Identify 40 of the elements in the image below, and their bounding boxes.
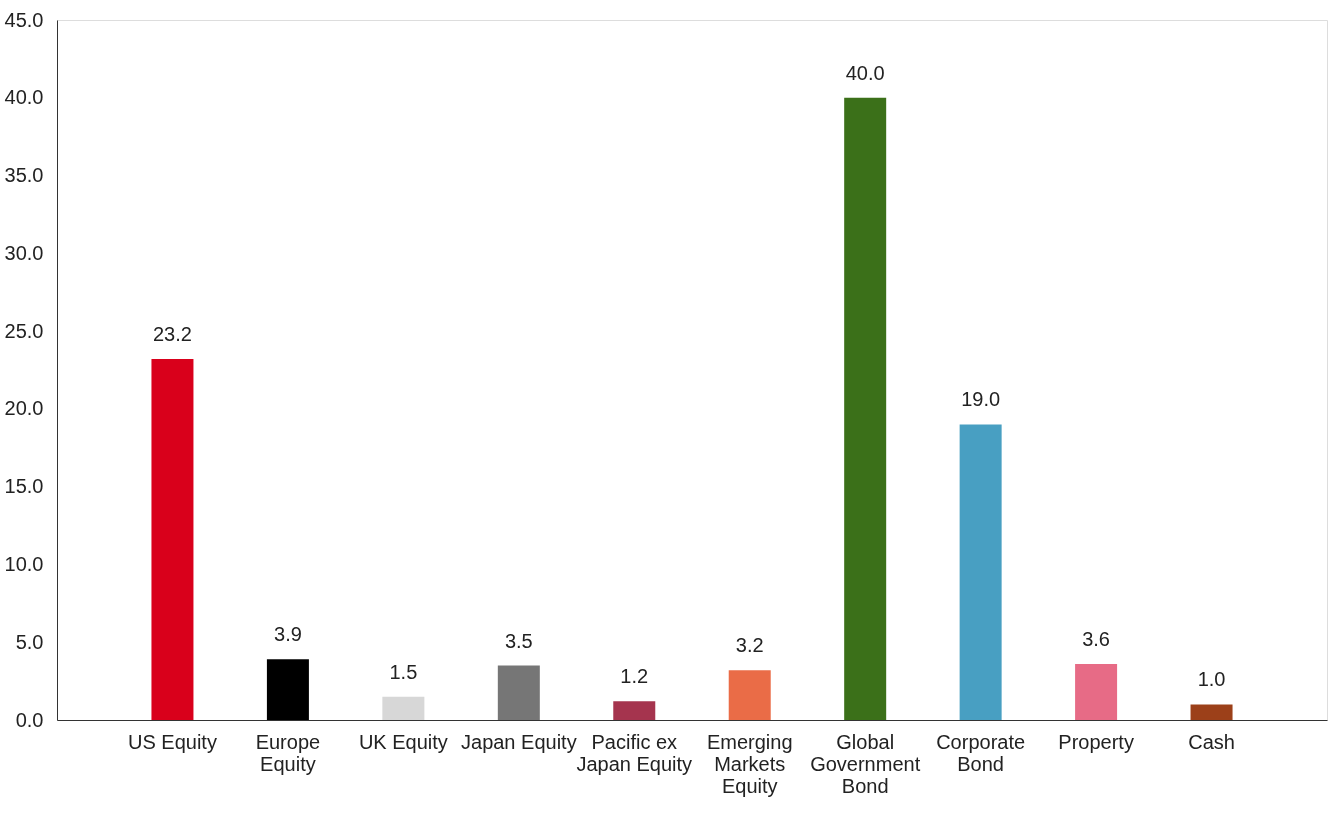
x-tick-label: Emerging Markets Equity: [706, 730, 793, 797]
bar: [728, 670, 771, 720]
x-tick-label: Europe Equity: [255, 730, 321, 775]
data-label: 3.9: [274, 623, 302, 646]
x-tick-label: UK Equity: [358, 730, 448, 753]
bar: [1075, 664, 1118, 720]
x-tick-label: Cash: [1188, 730, 1235, 753]
y-tick-label: 10.0: [4, 552, 44, 575]
bar: [497, 665, 540, 720]
data-label: 3.5: [504, 629, 533, 652]
data-label: 3.2: [735, 634, 764, 657]
x-tick-label: Japan Equity: [461, 730, 577, 753]
y-tick-label: 20.0: [4, 397, 44, 420]
data-label: 40.0: [845, 61, 885, 84]
bar: [959, 424, 1002, 720]
y-tick-label: 15.0: [4, 475, 44, 498]
bar: [844, 97, 887, 720]
bar: [613, 701, 656, 720]
y-tick-label: 25.0: [4, 319, 44, 342]
bar: [1190, 704, 1233, 720]
bar: [266, 659, 309, 720]
x-tick-label: Corporate Bond: [936, 730, 1026, 775]
data-label: 1.5: [389, 660, 418, 683]
bar: [151, 359, 194, 720]
data-label: 19.0: [961, 388, 1001, 411]
x-tick-label: Global Government Bond: [810, 730, 921, 797]
data-label: 1.2: [620, 665, 649, 688]
y-tick-label: 5.0: [15, 630, 44, 653]
y-tick-label: 30.0: [4, 241, 44, 264]
data-label: 3.6: [1082, 628, 1110, 650]
y-tick-label: 40.0: [4, 86, 44, 109]
x-tick-label: US Equity: [127, 730, 217, 753]
y-tick-label: 45.0: [4, 8, 44, 31]
x-tick-label: Pacific ex Japan Equity: [576, 730, 693, 775]
y-tick-label: 35.0: [4, 164, 44, 187]
data-label: 23.2: [152, 323, 192, 346]
x-tick-label: Property: [1058, 730, 1134, 753]
y-tick-label: 0.0: [15, 708, 44, 731]
data-label: 1.0: [1197, 668, 1226, 691]
bar: [382, 696, 425, 720]
